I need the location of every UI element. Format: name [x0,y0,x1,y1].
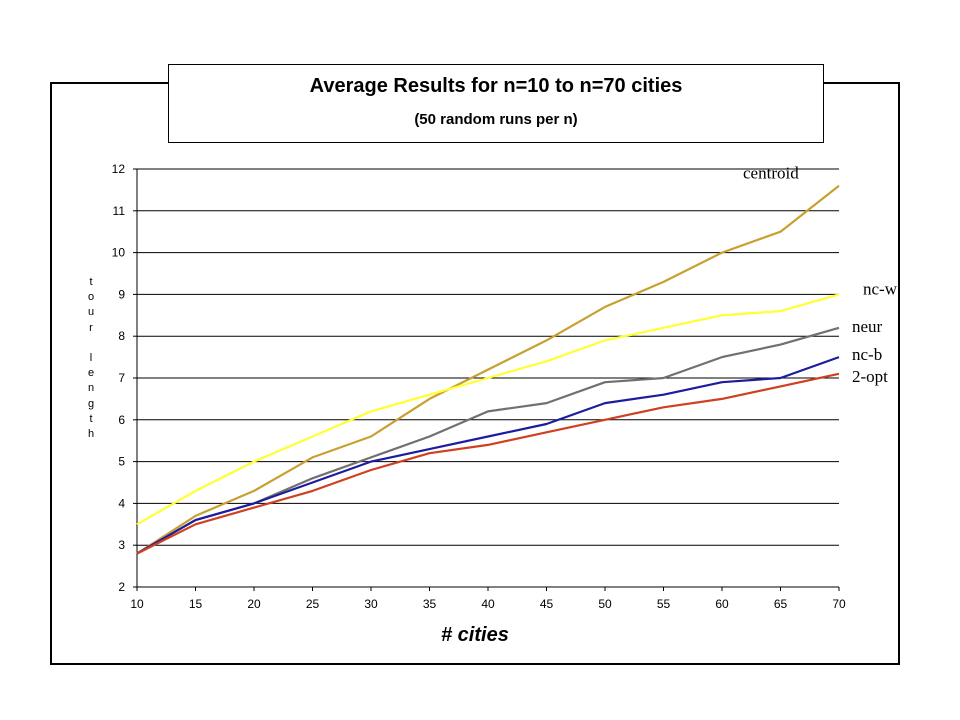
x-tick-label: 45 [540,597,554,611]
y-tick-label: 8 [118,329,125,343]
x-tick-label: 65 [774,597,788,611]
x-tick-label: 30 [364,597,378,611]
y-tick-label: 11 [113,204,126,218]
x-tick-label: 40 [481,597,495,611]
x-tick-label: 70 [832,597,846,611]
x-tick-label: 60 [715,597,729,611]
y-tick-label: 12 [112,162,126,176]
y-axis-label-char: n [87,382,95,395]
series-label-nc-b: nc-b [852,345,882,364]
x-axis-label: # cities [441,624,509,646]
y-axis-label-char: l [89,352,93,364]
y-axis-label-char [84,336,98,351]
x-tick-label: 35 [423,597,437,611]
chart-frame [50,82,900,665]
series-label-nc-w: nc-w [863,279,898,298]
y-tick-label: 6 [118,413,125,427]
series-line-nc-b [136,356,840,555]
y-tick-label: 7 [118,371,125,385]
y-tick-label: 10 [112,246,126,260]
x-tick-label: 55 [657,597,671,611]
y-axis-label-char: h [87,428,95,441]
y-tick-label: 2 [118,580,125,594]
y-tick-label: 3 [118,538,125,552]
y-axis-label-char: t [89,276,93,288]
series-line-nc-w [136,293,840,526]
y-axis-label-char: g [87,397,95,410]
y-tick-label: 5 [118,455,125,469]
y-tick-label: 4 [118,496,125,510]
series-label-centroid: centroid [743,164,799,183]
y-axis-label-char: e [87,367,95,380]
y-axis-label-char: t [89,412,93,425]
title-box: Average Results for n=10 to n=70 cities … [168,64,824,143]
y-tick-label: 9 [118,287,125,301]
x-tick-label: 20 [247,597,261,611]
y-axis-label-char: o [87,291,95,304]
series-line-centroid [136,184,840,555]
x-tick-label: 15 [189,597,203,611]
y-axis-label-char: r [89,321,93,334]
x-tick-label: 50 [598,597,612,611]
y-axis-label-char: u [87,306,95,319]
series-line-neur [136,326,840,555]
chart-subtitle: (50 random runs per n) [414,111,578,128]
x-tick-label: 10 [130,597,144,611]
series-label-2-opt: 2-opt [852,367,888,386]
series-line-2-opt [136,372,840,555]
x-tick-label: 25 [306,597,320,611]
chart-title: Average Results for n=10 to n=70 cities [309,75,683,97]
series-label-neur: neur [852,317,883,336]
